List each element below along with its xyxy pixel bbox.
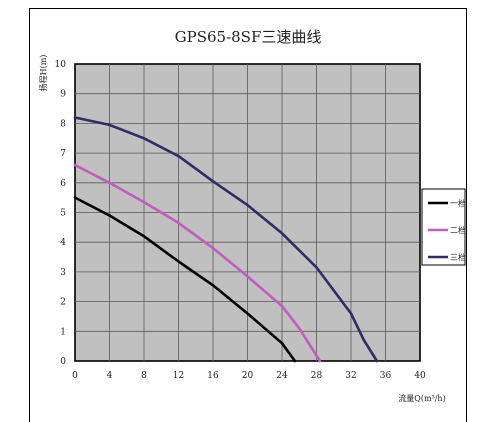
y-tick-label: 5 xyxy=(60,209,66,219)
legend-box xyxy=(421,188,466,266)
series-line-3 xyxy=(73,116,379,363)
y-tick-label: 0 xyxy=(60,357,66,367)
x-tick-label: 40 xyxy=(414,371,426,381)
y-axis-label: 扬程H(m) xyxy=(38,55,48,92)
y-tick-label: 8 xyxy=(60,119,66,129)
y-tick-label: 6 xyxy=(60,179,66,189)
y-tick-label: 10 xyxy=(55,60,67,70)
y-tick-label: 7 xyxy=(60,149,66,159)
y-tick-label: 4 xyxy=(60,238,66,248)
x-tick-label: 8 xyxy=(141,371,147,381)
x-axis-label: 流量Q(m³/h) xyxy=(398,393,445,403)
grid-lines xyxy=(75,64,420,361)
x-tick-label: 20 xyxy=(242,371,254,381)
y-tick-label: 1 xyxy=(60,327,66,337)
x-tick-label: 28 xyxy=(311,371,323,381)
x-tick-label: 36 xyxy=(380,371,392,381)
series-lines xyxy=(73,116,379,363)
x-tick-label: 32 xyxy=(345,371,356,381)
series-line-2 xyxy=(73,163,322,363)
legend-label-2: 二档 xyxy=(450,225,466,235)
x-tick-label: 0 xyxy=(72,371,78,381)
y-tick-label: 3 xyxy=(60,268,66,278)
legend-label-3: 三档 xyxy=(450,252,466,262)
x-tick-label: 4 xyxy=(107,371,113,381)
legend-label-1: 一档 xyxy=(450,198,466,208)
y-tick-label: 9 xyxy=(60,90,66,100)
chart-title: GPS65-8SF三速曲线 xyxy=(175,28,322,46)
series-line-1 xyxy=(73,196,297,363)
y-tick-label: 2 xyxy=(60,298,66,308)
x-tick-label: 16 xyxy=(207,371,219,381)
x-tick-label: 24 xyxy=(276,371,288,381)
x-tick-label: 12 xyxy=(173,371,184,381)
